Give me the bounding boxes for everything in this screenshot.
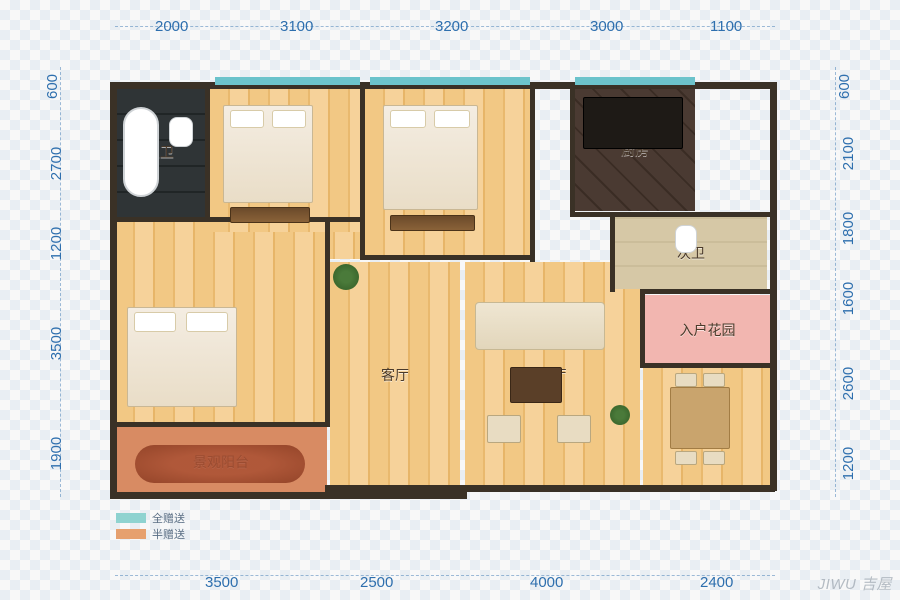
- wall-int-3b: [570, 87, 575, 212]
- plant-icon: [610, 405, 630, 425]
- room-label-living: 客厅: [381, 365, 409, 385]
- wall-int-2: [360, 87, 365, 257]
- wall-right-upper: [770, 82, 777, 367]
- dim-top-3: 3000: [590, 18, 623, 35]
- dim-bot-3: 2400: [700, 574, 733, 591]
- wall-int-6: [325, 222, 330, 427]
- dim-top-4: 1100: [710, 18, 742, 35]
- stove-counter: [583, 97, 683, 149]
- room-label-entry-garden: 入户花园: [680, 320, 736, 340]
- dim-l-1: 2700: [48, 147, 65, 180]
- floorplan-canvas: 2000 3100 3200 3000 1100 3500 2500 4000 …: [0, 0, 900, 600]
- wall-int-8: [570, 212, 770, 217]
- toilet-master: [169, 117, 193, 147]
- dim-r-5: 1200: [840, 447, 857, 480]
- wall-int-5: [360, 255, 535, 260]
- armchair-1: [487, 415, 521, 443]
- plant-icon: [333, 264, 359, 290]
- room-entry-garden: 入户花园: [645, 295, 770, 365]
- dim-top-1: 3100: [280, 18, 313, 35]
- dim-bot-1: 2500: [360, 574, 393, 591]
- wall-int-10b: [640, 289, 645, 365]
- dim-l-4: 1900: [48, 437, 65, 470]
- bed-master: [127, 307, 237, 407]
- wall-right-lower: [770, 363, 777, 491]
- dim-top-2: 3200: [435, 18, 468, 35]
- dim-r-2: 1800: [840, 212, 857, 245]
- toilet-sec: [675, 225, 697, 253]
- window-3: [575, 77, 695, 85]
- dining-table: [670, 387, 730, 449]
- wall-bot-mid: [325, 485, 775, 492]
- dim-l-3: 3500: [48, 327, 65, 360]
- wall-bot-left: [110, 492, 465, 499]
- wall-int-10: [640, 289, 775, 294]
- dim-r-3: 1600: [840, 282, 857, 315]
- dining-chair: [703, 373, 725, 387]
- armchair-2: [557, 415, 591, 443]
- dim-r-0: 600: [836, 74, 853, 99]
- bed-secondary-1: [223, 105, 313, 203]
- dim-bot-2: 4000: [530, 574, 563, 591]
- wall-int-11: [640, 363, 775, 368]
- wall-int-3: [530, 87, 535, 262]
- dim-top-0: 2000: [155, 18, 188, 35]
- dim-r-1: 2100: [840, 137, 857, 170]
- wall-int-9: [610, 212, 615, 292]
- dim-bot-0: 3500: [205, 574, 238, 591]
- window-1: [215, 77, 360, 85]
- room-living: 客厅: [330, 262, 460, 487]
- legend-half-swatch: [116, 529, 146, 539]
- balcony-foliage: [135, 445, 305, 483]
- wall-int-7: [115, 422, 330, 427]
- rug-1: [230, 207, 310, 223]
- dining-chair: [675, 451, 697, 465]
- bathtub: [123, 107, 159, 197]
- bed-secondary-2: [383, 105, 478, 210]
- legend-half-label: 半赠送: [152, 526, 185, 542]
- wall-int-1: [205, 87, 210, 222]
- window-2: [370, 77, 530, 85]
- watermark: JIWU 吉屋: [818, 573, 892, 594]
- dim-l-0: 600: [44, 74, 61, 99]
- legend-full-swatch: [116, 513, 146, 523]
- legend-full-label: 全赠送: [152, 510, 185, 526]
- sofa: [475, 302, 605, 350]
- dining-chair: [703, 451, 725, 465]
- dining-chair: [675, 373, 697, 387]
- legend-full: 全赠送: [116, 510, 185, 526]
- rug-2: [390, 215, 475, 231]
- dim-l-2: 1200: [48, 227, 65, 260]
- coffee-table: [510, 367, 562, 403]
- floor-plan: 景观阳台入户花园餐厅客厅主卧次卫厨房次卧次卧主卫: [115, 67, 775, 497]
- legend-half: 半赠送: [116, 526, 185, 542]
- wall-left: [110, 82, 117, 497]
- dim-r-4: 2600: [840, 367, 857, 400]
